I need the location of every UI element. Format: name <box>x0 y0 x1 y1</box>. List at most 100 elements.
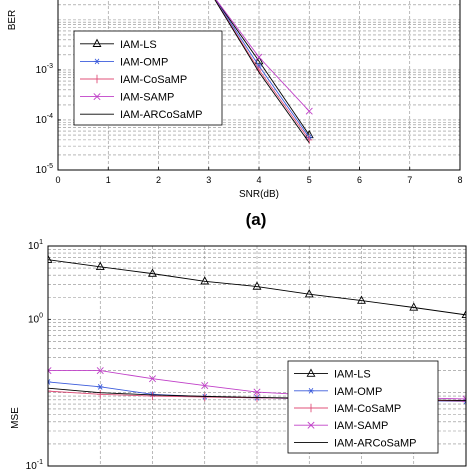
data-point <box>357 295 366 304</box>
legend-label: IAM-LS <box>334 369 371 381</box>
legend-marker-stroke <box>93 93 101 101</box>
y-tick-label: 10-3 <box>36 63 53 76</box>
data-point-stroke <box>96 367 104 375</box>
legend: IAM-LS IAM-OMP IAM-CoSaMP IAM-SAMP IAM-ARCoS… <box>73 30 223 126</box>
y-tick-exponent: -1 <box>37 459 43 466</box>
data-point <box>201 382 209 390</box>
data-point-stroke <box>48 369 52 375</box>
axes-frame <box>47 245 467 467</box>
y-axis-label: MSE <box>10 407 21 429</box>
series-group <box>214 0 314 145</box>
legend: IAM-LS IAM-OMP IAM-CoSaMP IAM-SAMP IAM-ARCoS… <box>287 360 439 454</box>
data-point-stroke <box>148 375 157 383</box>
series-line <box>214 0 310 144</box>
x-tick-label: 4 <box>256 175 261 185</box>
data-point-stroke <box>201 382 209 390</box>
legend-marker <box>93 74 101 84</box>
data-point <box>97 384 104 390</box>
legend-label: IAM-OMP <box>120 56 168 68</box>
x-tick-label: 2 <box>156 175 161 185</box>
legend-marker-stroke <box>308 387 314 394</box>
legend-marker <box>307 403 315 413</box>
legend-marker <box>307 387 315 394</box>
y-tick-exponent: 0 <box>39 312 43 319</box>
data-point-stroke <box>462 395 466 400</box>
data-point <box>253 388 261 396</box>
data-point <box>200 276 210 285</box>
y-tick-base: 10 <box>28 314 40 325</box>
data-point <box>97 390 104 399</box>
y-tick-label: 101 <box>28 239 43 252</box>
axes-frame <box>57 0 461 171</box>
y-tick-exponent: -3 <box>47 63 53 70</box>
data-point <box>96 367 104 375</box>
legend-marker <box>93 93 101 101</box>
legend-marker <box>307 421 315 429</box>
mse-chart: 10110010-1MSEIAM-LSIAM-OMPIAM-CoSaMPIAM-… <box>10 239 467 472</box>
y-tick-exponent: -5 <box>47 163 53 170</box>
legend-label: IAM-CoSaMP <box>334 403 401 415</box>
data-point <box>409 302 419 311</box>
legend-marker <box>306 368 316 377</box>
series-line <box>48 259 466 316</box>
data-point <box>305 107 313 115</box>
y-tick-label: 10-1 <box>26 459 43 472</box>
ber-chart: 0 1 2 3 4 5 6 7 810-310-410-5BERSNR(dB)(a)IAM-LS… <box>7 0 463 229</box>
legend-label: IAM-OMP <box>334 386 382 398</box>
y-tick-base: 10 <box>28 241 40 252</box>
y-tick-label: 10-4 <box>36 113 53 126</box>
data-point <box>48 379 52 385</box>
data-point <box>148 268 157 277</box>
y-tick-exponent: -4 <box>47 113 53 120</box>
data-point <box>252 281 262 290</box>
data-point <box>255 53 263 61</box>
data-point <box>254 55 264 65</box>
legend-label: IAM-SAMP <box>120 92 174 104</box>
data-point-stroke <box>48 381 51 385</box>
legend-label: IAM-ARCoSaMP <box>334 437 417 449</box>
data-point-stroke <box>305 107 313 115</box>
legend-label: IAM-CoSaMP <box>120 74 187 86</box>
x-tick-label: 7 <box>407 175 412 185</box>
x-tick-label: 6 <box>357 175 362 185</box>
data-point-stroke <box>97 384 103 390</box>
data-point <box>149 391 156 401</box>
data-point-stroke <box>462 398 466 403</box>
data-point-stroke <box>463 400 466 405</box>
data-point <box>95 261 105 270</box>
data-point-stroke <box>255 53 263 61</box>
y-tick-label: 10-5 <box>36 163 53 176</box>
legend-marker <box>93 58 101 65</box>
data-point <box>148 375 157 383</box>
legend-marker-stroke <box>94 58 100 65</box>
x-tick-label: 5 <box>307 175 312 185</box>
x-tick-label: 0 <box>55 175 60 185</box>
x-tick-label: 8 <box>457 175 462 185</box>
y-tick-base: 10 <box>36 165 48 176</box>
y-tick-base: 10 <box>36 65 48 76</box>
data-point-stroke <box>253 388 261 396</box>
y-tick-label: 100 <box>28 312 43 325</box>
x-axis-label: SNR(dB) <box>239 189 279 200</box>
data-point <box>48 254 53 263</box>
data-point <box>462 395 466 403</box>
data-point <box>461 309 466 319</box>
series-line <box>215 0 310 136</box>
x-tick-label: 1 <box>106 175 111 185</box>
legend-label: IAM-ARCoSaMP <box>120 109 203 121</box>
data-point-stroke <box>48 367 52 372</box>
legend-marker-stroke <box>307 421 315 429</box>
x-tick-label: 3 <box>206 175 211 185</box>
data-point <box>201 392 208 402</box>
panel-label: (a) <box>246 210 267 229</box>
y-tick-base: 10 <box>26 461 38 472</box>
legend-label: IAM-LS <box>120 39 157 51</box>
data-point-stroke <box>48 379 51 383</box>
data-point <box>48 367 52 375</box>
y-tick-base: 10 <box>36 115 48 126</box>
data-point <box>304 289 314 298</box>
legend-marker <box>92 38 102 47</box>
legend-label: IAM-SAMP <box>334 420 388 432</box>
y-axis-label: BER <box>7 10 18 31</box>
